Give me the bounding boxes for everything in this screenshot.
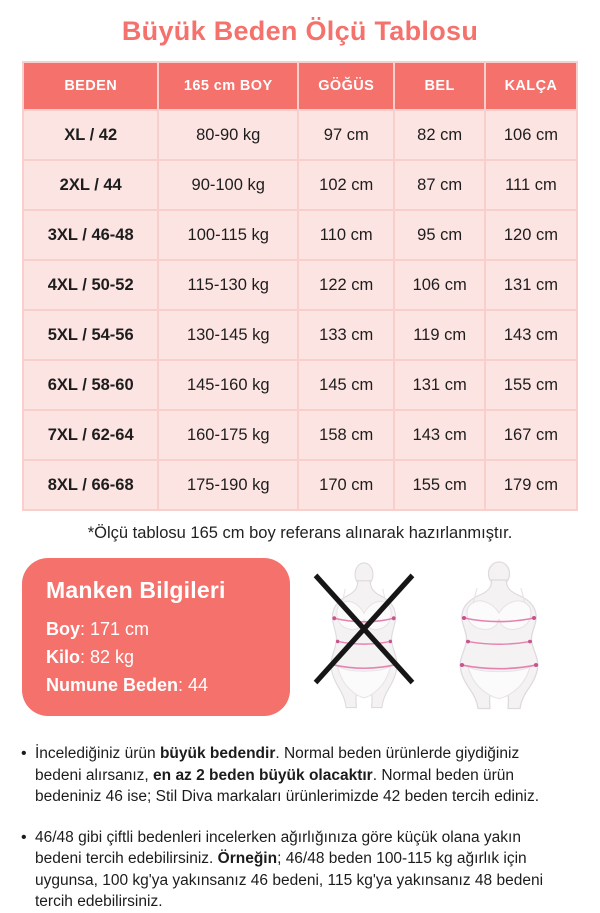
measurement-cell: 120 cm bbox=[483, 209, 579, 261]
crossed-slim-figure bbox=[313, 562, 415, 712]
measurement-cell: 130-145 kg bbox=[157, 309, 300, 361]
size-cell: 3XL / 46-48 bbox=[21, 209, 160, 261]
measurement-cell: 143 cm bbox=[393, 409, 486, 461]
table-footnote: *Ölçü tablosu 165 cm boy referans alınar… bbox=[87, 524, 513, 542]
column-header: KALÇA bbox=[483, 61, 579, 111]
measurement-cell: 131 cm bbox=[483, 259, 579, 311]
measurement-cell: 82 cm bbox=[393, 109, 486, 161]
table-row: 8XL / 66-68 175-190 kg 170 cm 155 cm 179 cm bbox=[21, 459, 579, 511]
size-cell: 2XL / 44 bbox=[21, 159, 160, 211]
measurement-cell: 110 cm bbox=[297, 209, 396, 261]
measurement-cell: 158 cm bbox=[297, 409, 396, 461]
table-row: 7XL / 62-64 160-175 kg 158 cm 143 cm 167 cm bbox=[21, 409, 579, 461]
measurement-cell: 145 cm bbox=[297, 359, 396, 411]
slim-figure-icon bbox=[313, 562, 415, 709]
model-info-card: Manken Bilgileri Boy: 171 cm Kilo: 82 kg… bbox=[22, 558, 290, 717]
measurement-cell: 160-175 kg bbox=[157, 409, 300, 461]
sizing-note: İncelediğiniz ürün büyük bedendir. Norma… bbox=[21, 743, 568, 808]
sizing-notes: İncelediğiniz ürün büyük bedendir. Norma… bbox=[21, 743, 568, 913]
table-row: 3XL / 46-48 100-115 kg 110 cm 95 cm 120 cm bbox=[21, 209, 579, 261]
measurement-cell: 111 cm bbox=[483, 159, 579, 211]
plus-size-figure bbox=[439, 561, 559, 713]
table-row: 6XL / 58-60 145-160 kg 145 cm 131 cm 155 cm bbox=[21, 359, 579, 411]
measurement-cell: 133 cm bbox=[297, 309, 396, 361]
measurement-cell: 155 cm bbox=[483, 359, 579, 411]
size-cell: 5XL / 54-56 bbox=[21, 309, 160, 361]
fit-illustrations bbox=[290, 561, 582, 713]
size-cell: 6XL / 58-60 bbox=[21, 359, 160, 411]
size-table-head-row: BEDEN 165 cm BOY GÖĞÜS BEL KALÇA bbox=[21, 61, 579, 111]
measurement-cell: 131 cm bbox=[393, 359, 486, 411]
sizing-note: 46/48 gibi çiftli bedenleri incelerken a… bbox=[21, 827, 568, 913]
size-cell: XL / 42 bbox=[21, 109, 160, 161]
measurement-cell: 119 cm bbox=[393, 309, 486, 361]
table-row: 5XL / 54-56 130-145 kg 133 cm 119 cm 143 cm bbox=[21, 309, 579, 361]
table-row: 2XL / 44 90-100 kg 102 cm 87 cm 111 cm bbox=[21, 159, 579, 211]
x-mark-icon bbox=[313, 573, 415, 685]
size-table-body: XL / 42 80-90 kg 97 cm 82 cm 106 cm 2XL / 44 9… bbox=[21, 109, 579, 511]
measurement-cell: 145-160 kg bbox=[157, 359, 300, 411]
measurement-cell: 100-115 kg bbox=[157, 209, 300, 261]
size-table: BEDEN 165 cm BOY GÖĞÜS BEL KALÇA XL / 42 80-9… bbox=[21, 61, 579, 511]
size-cell: 7XL / 62-64 bbox=[21, 409, 160, 461]
column-header: 165 cm BOY bbox=[157, 61, 300, 111]
size-cell: 8XL / 66-68 bbox=[21, 459, 160, 511]
column-header: BEDEN bbox=[21, 61, 160, 111]
table-row: 4XL / 50-52 115-130 kg 122 cm 106 cm 131 cm bbox=[21, 259, 579, 311]
measurement-cell: 102 cm bbox=[297, 159, 396, 211]
table-row: XL / 42 80-90 kg 97 cm 82 cm 106 cm bbox=[21, 109, 579, 161]
measurement-cell: 175-190 kg bbox=[157, 459, 300, 511]
model-info-title: Manken Bilgileri bbox=[46, 577, 226, 603]
model-info-section: Manken Bilgileri Boy: 171 cm Kilo: 82 kg… bbox=[22, 558, 582, 717]
measurement-cell: 155 cm bbox=[393, 459, 486, 511]
page-title: Büyük Beden Ölçü Tablosu bbox=[121, 16, 479, 46]
column-header: BEL bbox=[393, 61, 486, 111]
model-weight-line: Kilo: 82 kg bbox=[46, 647, 135, 668]
measurement-cell: 95 cm bbox=[393, 209, 486, 261]
measurement-cell: 97 cm bbox=[297, 109, 396, 161]
measurement-cell: 80-90 kg bbox=[157, 109, 300, 161]
measurement-cell: 143 cm bbox=[483, 309, 579, 361]
plus-size-figure-icon bbox=[458, 561, 540, 710]
measurement-cell: 106 cm bbox=[483, 109, 579, 161]
measurement-cell: 90-100 kg bbox=[157, 159, 300, 211]
measurement-cell: 115-130 kg bbox=[157, 259, 300, 311]
size-cell: 4XL / 50-52 bbox=[21, 259, 160, 311]
column-header: GÖĞÜS bbox=[297, 61, 396, 111]
measurement-cell: 170 cm bbox=[297, 459, 396, 511]
measurement-cell: 87 cm bbox=[393, 159, 486, 211]
measurement-cell: 179 cm bbox=[483, 459, 579, 511]
measurement-cell: 167 cm bbox=[483, 409, 579, 461]
model-sample-size-line: Numune Beden: 44 bbox=[46, 675, 209, 696]
measurement-cell: 122 cm bbox=[297, 259, 396, 311]
model-height-line: Boy: 171 cm bbox=[46, 619, 150, 639]
measurement-cell: 106 cm bbox=[393, 259, 486, 311]
